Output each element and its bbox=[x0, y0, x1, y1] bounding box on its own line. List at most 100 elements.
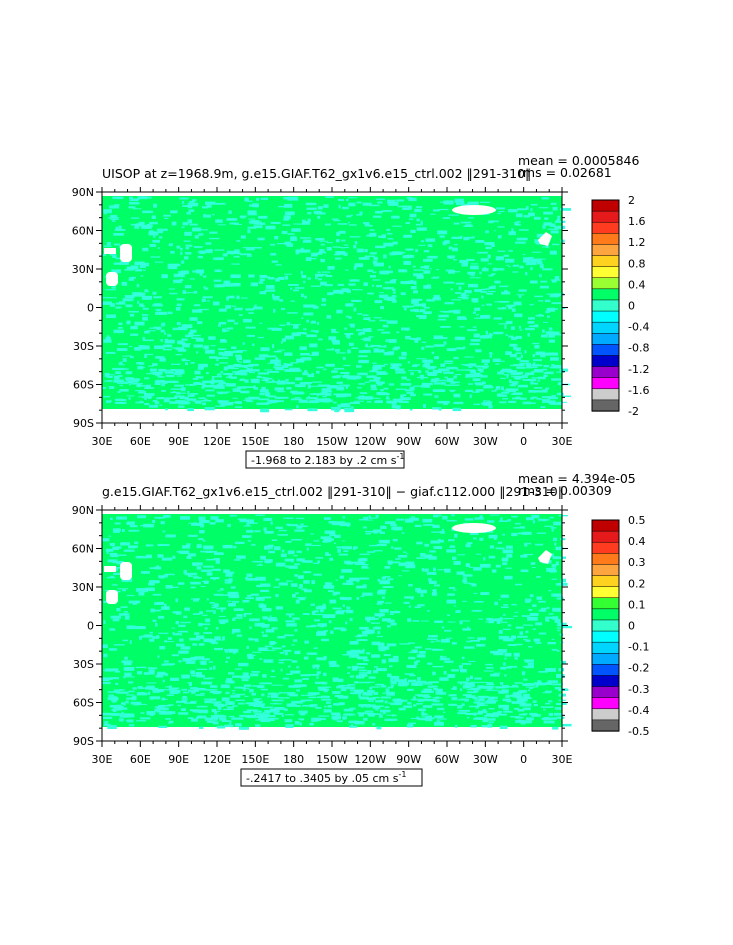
colorbar-segment bbox=[591, 608, 620, 621]
anomaly-cell bbox=[434, 721, 444, 726]
anomaly-cell bbox=[194, 370, 201, 375]
anomaly-cell bbox=[406, 723, 414, 728]
anomaly-cell bbox=[241, 687, 250, 690]
anomaly-cell bbox=[543, 374, 548, 377]
anomaly-cell bbox=[323, 709, 332, 713]
anomaly-cell bbox=[484, 715, 496, 717]
anomaly-cell bbox=[333, 703, 340, 706]
anomaly-cell bbox=[106, 242, 111, 246]
baltic-mask bbox=[538, 550, 552, 564]
anomaly-cell bbox=[152, 609, 161, 612]
anomaly-cell bbox=[193, 598, 199, 602]
anomaly-cell bbox=[466, 640, 472, 643]
anomaly-cell bbox=[530, 266, 533, 271]
anomaly-cell bbox=[240, 297, 248, 299]
anomaly-cell bbox=[470, 263, 479, 265]
anomaly-cell bbox=[238, 314, 243, 316]
anomaly-pattern bbox=[102, 196, 571, 413]
anomaly-cell bbox=[533, 216, 541, 220]
anomaly-cell bbox=[495, 389, 498, 391]
anomaly-cell bbox=[295, 249, 307, 253]
anomaly-cell bbox=[474, 681, 488, 683]
anomaly-cell bbox=[231, 690, 236, 692]
anomaly-cell bbox=[257, 372, 269, 375]
anomaly-cell bbox=[275, 357, 279, 360]
anomaly-cell bbox=[238, 702, 245, 705]
anomaly-cell bbox=[236, 614, 243, 617]
anomaly-cell bbox=[121, 711, 124, 715]
anomaly-cell bbox=[465, 544, 471, 548]
anomaly-cell bbox=[459, 620, 463, 625]
anomaly-cell bbox=[275, 594, 279, 598]
anomaly-cell bbox=[515, 626, 524, 629]
anomaly-cell bbox=[475, 365, 485, 367]
anomaly-cell bbox=[106, 375, 113, 378]
anomaly-cell bbox=[135, 362, 142, 365]
anomaly-cell bbox=[370, 517, 378, 519]
anomaly-cell bbox=[423, 393, 433, 396]
anomaly-cell bbox=[254, 304, 257, 309]
anomaly-cell bbox=[232, 371, 236, 373]
anomaly-cell bbox=[439, 539, 444, 543]
anomaly-cell bbox=[366, 618, 371, 623]
anomaly-cell bbox=[209, 685, 218, 688]
anomaly-cell bbox=[433, 688, 438, 690]
anomaly-cell bbox=[135, 666, 147, 669]
anomaly-cell bbox=[358, 355, 368, 358]
anomaly-cell bbox=[140, 712, 145, 714]
anomaly-cell bbox=[486, 617, 493, 621]
anomaly-cell bbox=[398, 562, 407, 567]
anomaly-cell bbox=[187, 553, 196, 557]
anomaly-cell bbox=[212, 721, 219, 725]
anomaly-cell bbox=[183, 240, 191, 242]
anomaly-cell bbox=[456, 571, 465, 575]
anomaly-cell bbox=[211, 604, 216, 607]
anomaly-cell bbox=[289, 367, 300, 371]
anomaly-cell bbox=[217, 400, 224, 402]
anomaly-cell bbox=[536, 233, 543, 238]
anomaly-cell bbox=[215, 202, 226, 205]
anomaly-cell bbox=[533, 682, 543, 684]
anomaly-cell bbox=[247, 540, 251, 542]
anomaly-cell bbox=[378, 294, 389, 299]
anomaly-cell bbox=[233, 350, 243, 353]
anomaly-cell bbox=[469, 274, 474, 276]
anomaly-cell bbox=[392, 538, 398, 542]
anomaly-cell bbox=[466, 691, 477, 694]
anomaly-cell bbox=[523, 678, 528, 681]
anomaly-cell bbox=[450, 288, 453, 291]
anomaly-cell bbox=[519, 371, 524, 375]
anomaly-cell bbox=[184, 702, 196, 704]
anomaly-cell bbox=[287, 665, 291, 668]
anomaly-cell bbox=[277, 276, 285, 280]
anomaly-cell bbox=[375, 683, 385, 686]
anomaly-cell bbox=[337, 685, 351, 687]
anomaly-cell bbox=[182, 696, 187, 699]
colorbar-segment bbox=[591, 299, 620, 312]
anomaly-cell bbox=[419, 683, 433, 685]
anomaly-cell bbox=[357, 397, 371, 400]
anomaly-cell bbox=[523, 215, 530, 218]
colorbar-label: 0 bbox=[628, 300, 635, 313]
anomaly-cell bbox=[474, 307, 481, 311]
x-tick-label: 30E bbox=[92, 435, 113, 448]
anomaly-cell bbox=[507, 519, 511, 522]
anomaly-cell bbox=[543, 222, 552, 226]
anomaly-cell bbox=[484, 718, 496, 721]
anomaly-cell bbox=[350, 323, 355, 328]
anomaly-cell bbox=[107, 669, 110, 671]
anomaly-cell bbox=[517, 635, 528, 638]
anomaly-cell bbox=[462, 687, 471, 689]
anomaly-cell bbox=[502, 562, 508, 565]
anomaly-cell bbox=[296, 597, 307, 599]
anomaly-cell bbox=[535, 682, 546, 686]
anomaly-cell bbox=[465, 375, 474, 378]
anomaly-cell bbox=[369, 370, 378, 373]
anomaly-cell bbox=[155, 674, 164, 678]
anomaly-cell bbox=[547, 616, 554, 619]
anomaly-cell bbox=[449, 389, 457, 391]
anomaly-cell bbox=[187, 408, 194, 412]
anomaly-cell bbox=[128, 397, 131, 400]
colorbar-label: 0.4 bbox=[628, 535, 646, 548]
anomaly-cell bbox=[224, 724, 234, 728]
